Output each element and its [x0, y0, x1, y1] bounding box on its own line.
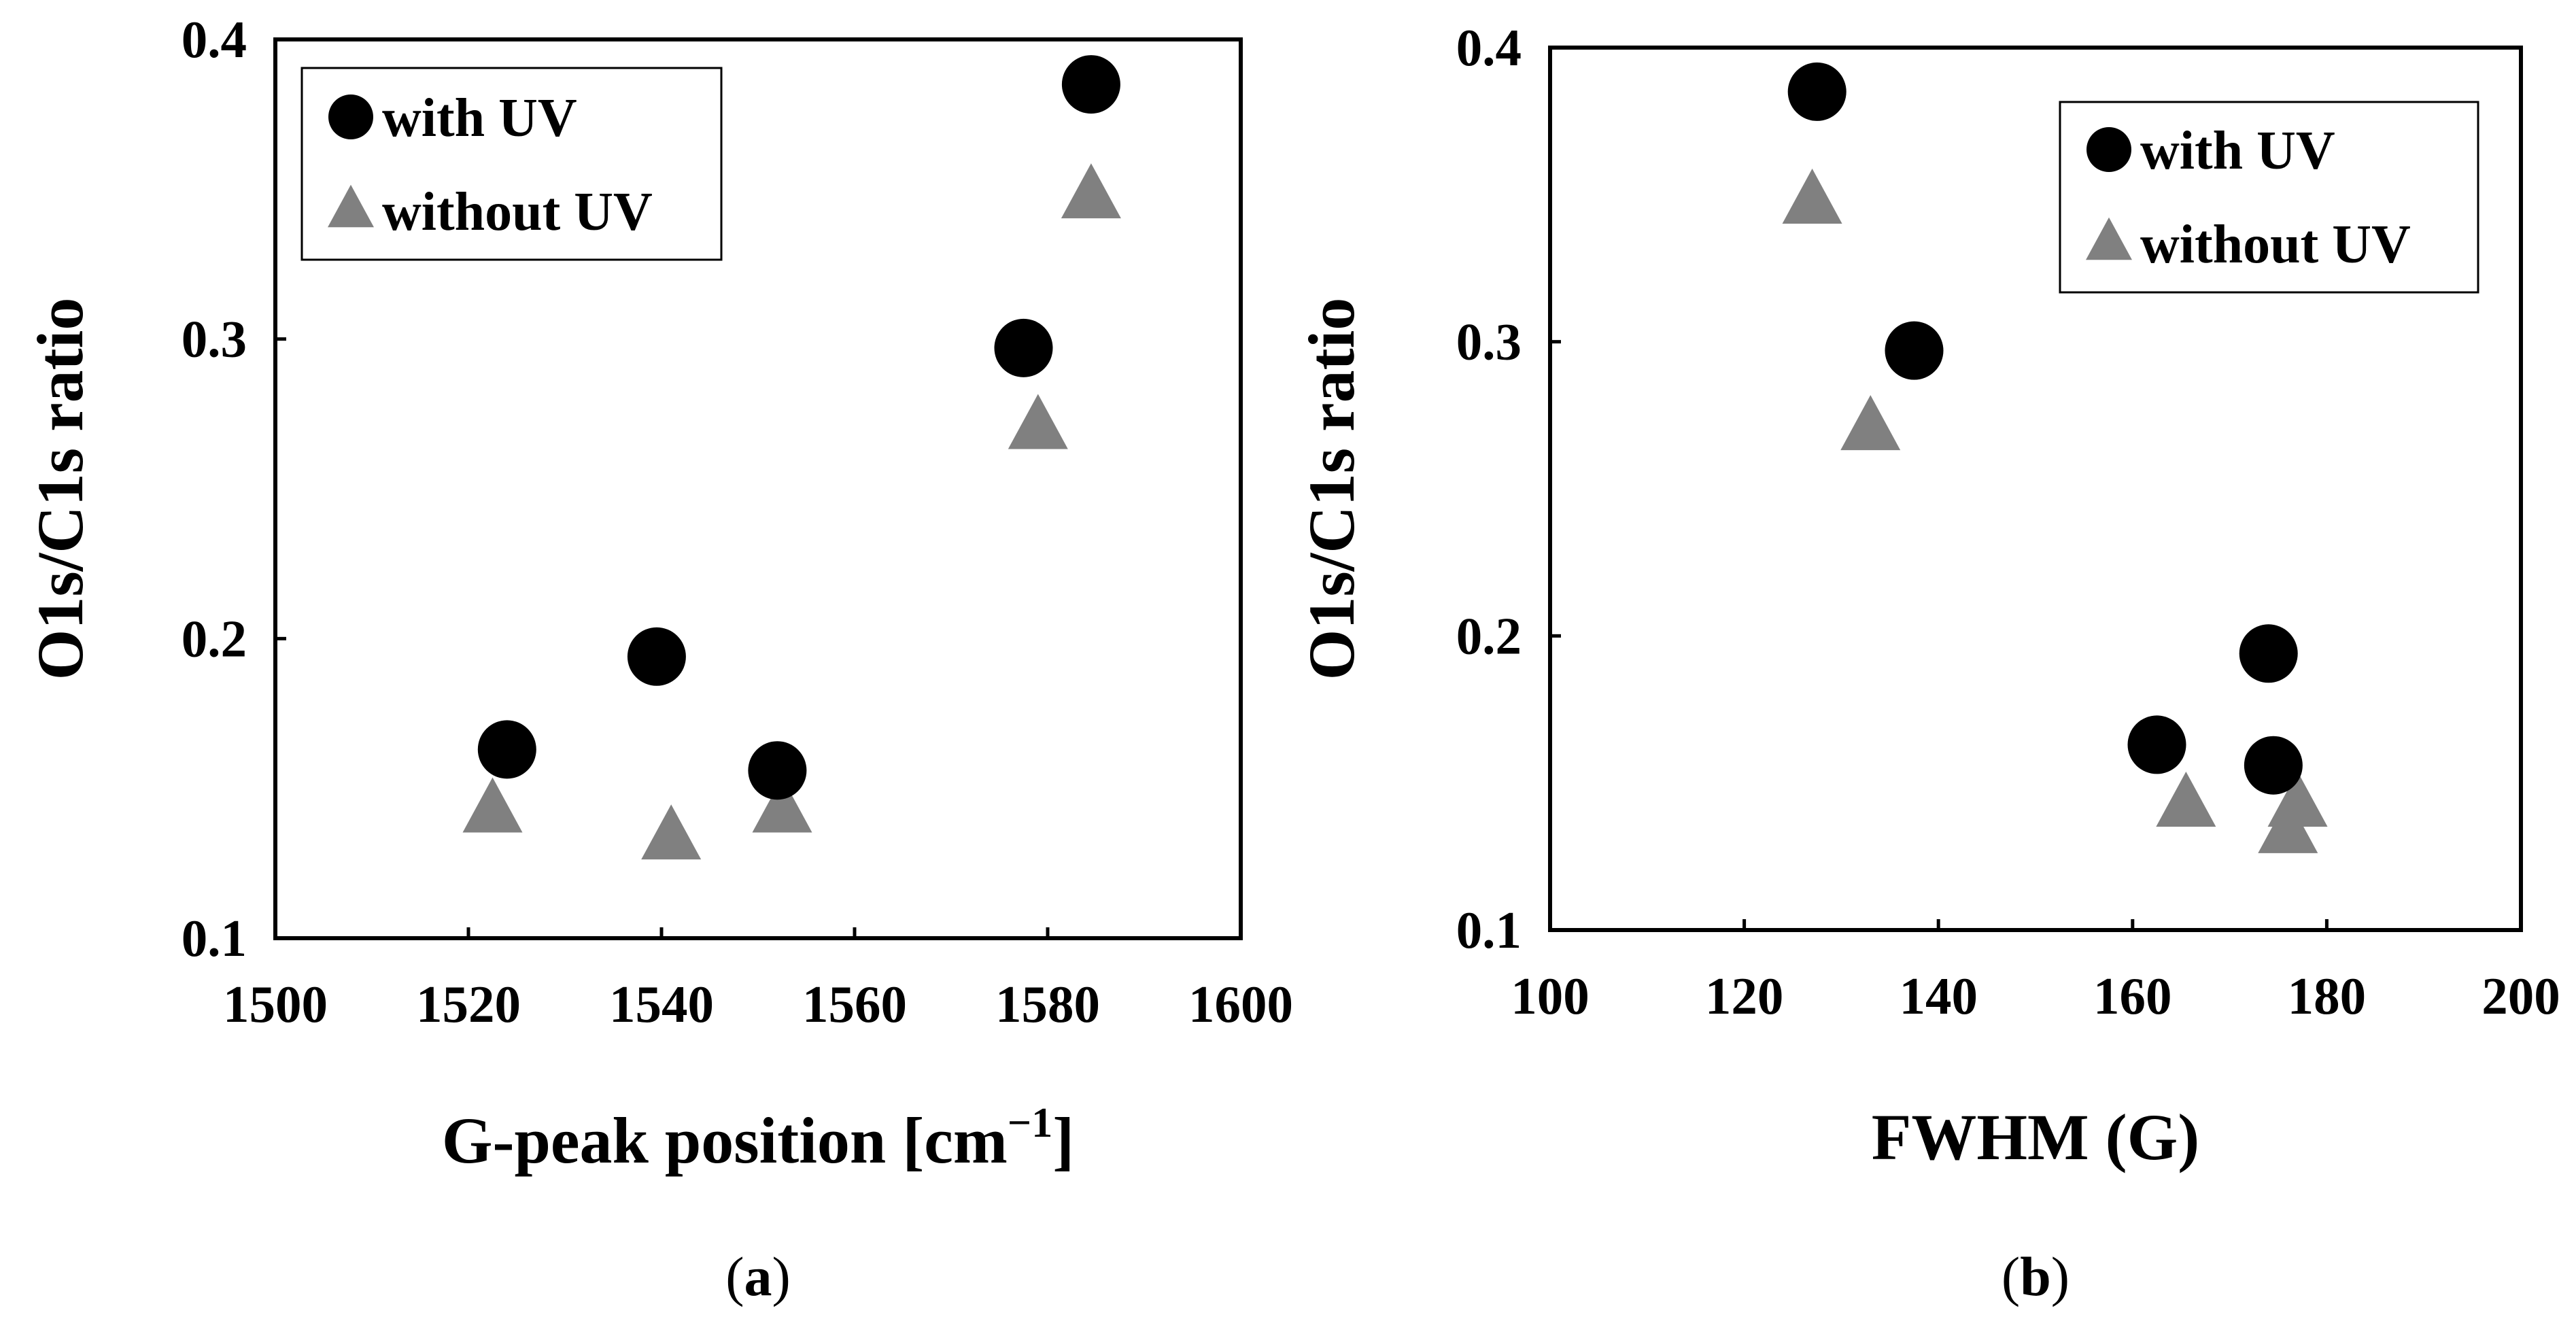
x-tick-label: 200: [2481, 967, 2560, 1025]
data-point-with-uv: [1787, 62, 1847, 121]
data-point-without-uv: [1061, 163, 1121, 219]
x-tick-label: 160: [2093, 967, 2172, 1025]
y-tick-label: 0.4: [182, 10, 247, 69]
chart-panel-b: 0.1 0.2 0.3 0.4 100 120 140 160 180 200 FWHM (G) O1…: [1295, 18, 2560, 1307]
data-point-with-uv: [994, 318, 1053, 377]
y-tick-label: 0.3: [182, 310, 247, 368]
data-point-with-uv: [2127, 715, 2186, 774]
data-point-with-uv: [1061, 55, 1120, 114]
panel-label: (a): [725, 1245, 791, 1307]
legend-label-without-uv: without UV: [2140, 215, 2411, 275]
x-tick-label: 100: [1511, 967, 1590, 1025]
panel-label: (b): [2002, 1245, 2070, 1307]
plot-area: [273, 37, 1243, 940]
y-tick-label: 0.3: [1456, 313, 1522, 371]
x-tick-label: 1500: [223, 975, 328, 1033]
legend-label-with-uv: with UV: [382, 88, 577, 148]
x-tick-label: 1600: [1188, 975, 1293, 1033]
legend-marker-circle: [328, 95, 373, 139]
legend: with UV without UV: [300, 67, 723, 261]
data-point-with-uv: [477, 720, 536, 779]
legend-label-with-uv: with UV: [2140, 121, 2335, 181]
y-tick-label: 0.2: [182, 609, 247, 668]
data-point-with-uv: [2244, 736, 2303, 795]
data-point-without-uv: [2267, 771, 2328, 827]
legend-box: [2059, 101, 2479, 294]
data-point-without-uv: [1840, 395, 1901, 451]
data-point-with-uv: [627, 627, 686, 686]
data-point-without-uv: [1008, 394, 1068, 449]
x-tick-label: 120: [1705, 967, 1784, 1025]
x-axis-title: G-peak position [cm−1]: [442, 1100, 1074, 1177]
y-tick-label: 0.2: [1456, 606, 1522, 665]
x-axis-title: FWHM (G): [1872, 1101, 2200, 1173]
data-point-with-uv: [1885, 321, 1944, 380]
y-tick-label: 0.4: [1456, 18, 1522, 77]
data-point-without-uv: [2156, 771, 2216, 827]
legend-marker-triangle: [2086, 217, 2132, 260]
x-tick-label: 1560: [802, 975, 907, 1033]
legend-label-without-uv: without UV: [382, 182, 653, 242]
x-tick-label: 1580: [995, 975, 1100, 1033]
y-axis-title: O1s/C1s ratio: [24, 298, 97, 681]
x-tick-label: 140: [1899, 967, 1978, 1025]
data-point-without-uv: [462, 777, 523, 833]
x-tick-label: 1540: [609, 975, 714, 1033]
plot-area: [1548, 46, 2523, 932]
legend-marker-circle: [2086, 127, 2131, 172]
data-point-without-uv: [752, 777, 812, 833]
legend-marker-triangle: [328, 184, 374, 228]
y-tick-label: 0.1: [1456, 901, 1522, 959]
legend: with UV without UV: [2059, 101, 2479, 294]
data-point-without-uv: [641, 804, 702, 860]
data-point-without-uv: [1782, 169, 1842, 224]
x-tick-label: 1520: [416, 975, 521, 1033]
x-tick-label: 180: [2288, 967, 2367, 1025]
y-tick-label: 0.1: [182, 909, 247, 967]
data-point-with-uv: [748, 741, 807, 800]
chart-panel-a: 0.1 0.2 0.3 0.4 1500 1520 1540 1560 1580 1600 G-pe…: [24, 10, 1293, 1307]
data-point-with-uv: [2239, 624, 2298, 683]
y-axis-title: O1s/C1s ratio: [1295, 298, 1368, 681]
legend-box: [300, 67, 723, 261]
